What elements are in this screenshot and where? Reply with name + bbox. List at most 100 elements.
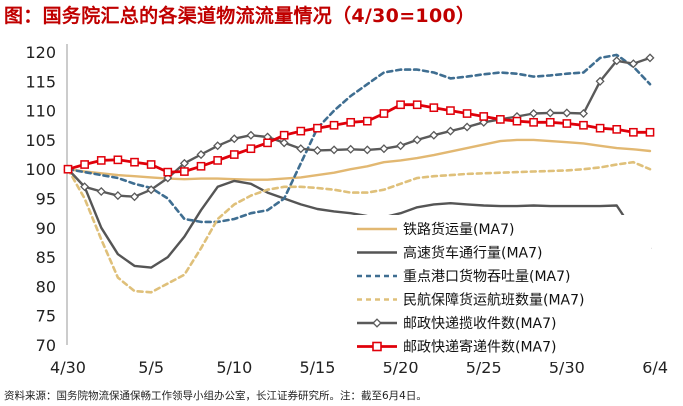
data-point [579,120,588,130]
data-point [612,125,622,134]
series-2 [66,167,652,269]
data-point [263,138,272,148]
data-point [612,56,622,66]
x-tick-label: 5/25 [466,358,502,377]
data-point [180,167,189,176]
data-point [312,145,322,155]
data-point [645,53,655,63]
data-point [562,108,572,118]
y-tick-label: 90 [36,219,56,238]
x-tick-label: 5/5 [138,358,164,377]
legend-item: 高速货车通行量(MA7) [357,245,543,262]
data-point [529,117,538,127]
data-point [562,119,572,128]
y-tick-label: 75 [36,307,56,326]
data-point [396,100,405,110]
x-tick-label: 5/10 [216,358,252,377]
data-point [80,160,89,169]
series-layer [63,53,655,294]
y-tick-label: 105 [25,131,56,150]
legend-label: 民航保障货运航班数量(MA7) [403,292,585,309]
data-point [246,144,256,154]
x-tick-label: 4/30 [50,358,86,377]
data-point [346,144,356,154]
data-point [645,127,655,137]
y-tick-label: 80 [36,277,56,296]
data-point [196,161,206,171]
data-point [229,150,239,159]
series-4 [66,160,652,294]
legend-label: 邮政快递寄递件数(MA7) [403,339,557,356]
legend-item: 邮政快递揽收件数(MA7) [357,315,557,332]
data-point [512,116,522,126]
data-point [279,130,289,140]
series-line [66,53,652,224]
data-point [130,157,139,167]
data-point [445,126,455,136]
data-point [146,160,156,169]
data-point [545,117,555,127]
series-6 [63,100,655,177]
y-tick-label: 120 [25,43,56,62]
data-point [628,59,638,69]
data-point [196,150,206,160]
y-tick-label: 85 [36,248,56,267]
axes: 70 75 80 85 90 95 100 105 110 115 120 4/30 5/5 5/10 5/… [25,43,668,377]
y-tick-label: 100 [25,160,56,179]
legend-label: 邮政快递揽收件数(MA7) [403,315,557,332]
data-point [379,144,389,154]
data-point [313,123,322,133]
data-point [396,141,406,151]
data-point [578,109,589,119]
legend-item: 邮政快递寄递件数(MA7) [357,339,557,356]
data-point [446,106,455,115]
x-tick-label: 6/4 [642,358,668,377]
data-point [362,145,372,155]
data-point [80,182,90,192]
data-point [629,127,638,137]
data-point [63,164,73,174]
data-point [529,109,539,119]
data-point [545,108,555,118]
series-line [66,167,652,269]
data-point [495,115,505,124]
legend: 铁路货运量(MA7) 高速货车通行量(MA7) 重点港口货物吞吐量(MA7) 民航保障… [351,215,651,362]
data-point [462,122,472,132]
data-point [362,116,372,126]
data-point [429,130,439,140]
legend-label: 高速货车通行量(MA7) [403,245,543,262]
data-point [595,123,605,133]
data-point [429,103,439,113]
legend-label: 铁路货运量(MA7) [403,221,515,238]
data-point [213,141,223,151]
data-point [595,76,605,86]
data-point [412,135,422,145]
y-tick-label: 95 [36,190,56,209]
data-point [113,191,123,201]
data-point [179,158,189,168]
data-point [96,156,106,165]
y-tick-label: 115 [25,72,56,91]
legend-label: 重点港口货物吞吐量(MA7) [403,268,571,285]
y-tick-label: 110 [25,102,56,121]
x-tick-label: 5/20 [383,358,419,377]
legend-background [351,215,651,362]
data-point [129,192,140,202]
series-line [66,160,652,294]
chart-title: 图：国务院汇总的各渠道物流流量情况（4/30=100） [4,5,476,27]
data-point [346,117,356,127]
x-tick-label: 5/15 [299,358,335,377]
x-tick-label: 5/30 [549,358,585,377]
legend-item: 铁路货运量(MA7) [357,221,515,238]
data-point [412,100,422,110]
series-1 [66,138,652,181]
data-point [279,138,289,148]
data-point [329,120,339,130]
data-point [296,144,306,154]
data-point [163,167,173,177]
data-point [229,134,239,144]
legend-marker [372,318,382,328]
data-point [113,155,123,165]
source-note: 资料来源：国务院物流保通保畅工作领导小组办公室，长江证券研究所。注：截至6月4日… [4,390,427,402]
